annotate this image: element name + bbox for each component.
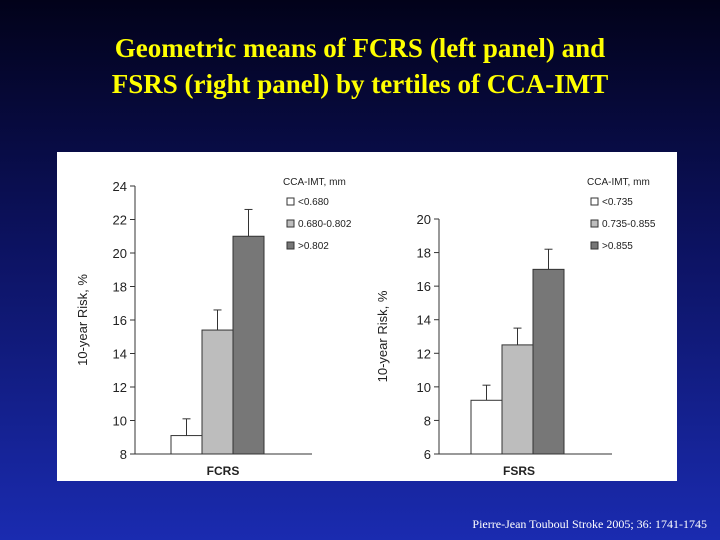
- chart2-y-tick-label: 8: [424, 413, 431, 428]
- chart1-y-tick-label: 24: [113, 179, 127, 194]
- chart2-y-tick-label: 16: [417, 279, 431, 294]
- chart1-x-axis-label: FCRS: [207, 464, 240, 478]
- chart2-legend-swatch-3: [590, 241, 599, 250]
- chart2-y-axis-label: 10-year Risk, %: [375, 290, 390, 382]
- chart-svg: 8 10 12 14 16 18 20 22 24 10-year Risk, % FCRS CCA-…: [75, 177, 656, 478]
- chart2-y-tick-label: 14: [417, 313, 431, 328]
- chart2-legend-label-1: <0.735: [602, 197, 633, 208]
- chart2-y-tick-label: 18: [417, 246, 431, 261]
- chart-panel: 8 10 12 14 16 18 20 22 24 10-year Risk, % FCRS CCA-…: [57, 152, 677, 481]
- chart2-bar-3: [532, 268, 565, 455]
- chart1-legend-label-1: <0.680: [298, 197, 329, 208]
- chart1-y-tick-label: 12: [113, 380, 127, 395]
- chart1-y-tick-label: 16: [113, 313, 127, 328]
- chart2-bar-1: [470, 399, 503, 455]
- title-line-1: Geometric means of FCRS (left panel) and: [114, 33, 606, 63]
- chart2-x-axis-label: FSRS: [503, 464, 535, 478]
- chart2-y-tick-label: 20: [417, 212, 431, 227]
- chart2-legend-swatch-1: [590, 197, 599, 206]
- slide-title: Geometric means of FCRS (left panel) and…: [0, 30, 720, 102]
- title-line-2: FSRS (right panel) by tertiles of CCA-IM…: [111, 69, 609, 99]
- chart1-legend-swatch-1: [286, 197, 295, 206]
- chart2-bar-2: [501, 344, 534, 455]
- chart2-y-tick-label: 6: [424, 447, 431, 462]
- chart1-y-tick-label: 20: [113, 246, 127, 261]
- chart1-bar-1: [170, 435, 203, 455]
- chart1-y-tick-label: 14: [113, 347, 127, 362]
- chart2-legend-swatch-2: [590, 219, 599, 228]
- chart1-legend-swatch-3: [286, 241, 295, 250]
- chart1-y-tick-label: 18: [113, 280, 127, 295]
- chart1-y-axis-label: 10-year Risk, %: [75, 274, 90, 366]
- chart1-legend-swatch-2: [286, 219, 295, 228]
- chart2-y-tick-label: 10: [417, 380, 431, 395]
- chart1-bar-3: [232, 235, 265, 455]
- chart1-y-tick-label: 10: [113, 414, 127, 429]
- chart2-y-tick-label: 12: [417, 346, 431, 361]
- chart1-legend-label-3: >0.802: [298, 241, 329, 252]
- chart1-legend-title: CCA-IMT, mm: [283, 177, 346, 188]
- chart1-y-tick-label: 8: [120, 447, 127, 462]
- chart1-y-tick-label: 22: [113, 213, 127, 228]
- chart2-legend-title: CCA-IMT, mm: [587, 177, 650, 188]
- chart2-legend-label-3: >0.855: [602, 241, 633, 252]
- chart1-legend-label-2: 0.680-0.802: [298, 219, 352, 230]
- chart1-bar-2: [201, 329, 234, 455]
- chart2-legend-label-2: 0.735-0.855: [602, 219, 656, 230]
- citation: Pierre-Jean Touboul Stroke 2005; 36: 174…: [472, 517, 707, 531]
